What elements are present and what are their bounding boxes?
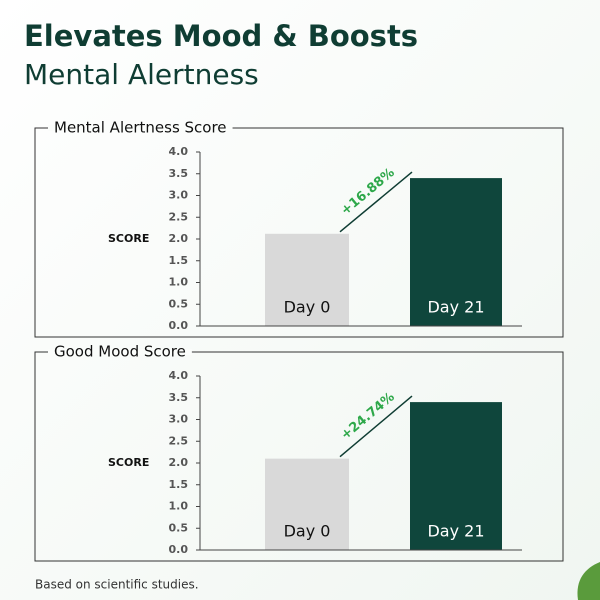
y-tick-label: 2.0 <box>169 232 189 245</box>
panel-frame <box>34 351 564 562</box>
page-title: Elevates Mood & Boosts <box>24 19 418 53</box>
y-tick-label: 2.0 <box>169 456 189 469</box>
panel-title: Mental Alertness Score <box>54 119 227 137</box>
y-tick-label: 4.0 <box>169 145 189 158</box>
y-tick-label: 1.5 <box>169 254 189 267</box>
bar <box>410 402 502 550</box>
change-line <box>339 171 413 233</box>
y-tick-label: 0.0 <box>169 543 189 556</box>
y-axis-label: SCORE <box>108 456 149 469</box>
y-tick-label: 0.5 <box>169 521 189 534</box>
y-tick-label: 1.0 <box>169 500 189 513</box>
y-tick-label: 1.5 <box>169 478 189 491</box>
y-tick-label: 4.0 <box>169 369 189 382</box>
y-tick-label: 2.5 <box>169 210 189 223</box>
panel-title: Good Mood Score <box>54 343 186 361</box>
y-tick-label: 3.0 <box>169 189 189 202</box>
panel-title-bg <box>48 125 233 131</box>
y-tick-label: 2.5 <box>169 434 189 447</box>
footnote: Based on scientific studies. <box>35 578 199 592</box>
bar <box>265 458 349 550</box>
bar-category-label: Day 0 <box>284 522 331 541</box>
bar <box>265 233 349 326</box>
y-tick-label: 3.5 <box>169 391 189 404</box>
y-axis-label: SCORE <box>108 232 149 245</box>
y-tick-label: 3.0 <box>169 413 189 426</box>
bar-category-label: Day 21 <box>427 522 484 541</box>
panel-title-bg <box>48 349 192 355</box>
leaf <box>577 562 600 600</box>
y-tick-label: 3.5 <box>169 167 189 180</box>
y-tick-label: 0.5 <box>169 297 189 310</box>
y-tick-label: 1.0 <box>169 276 189 289</box>
change-line <box>339 395 413 458</box>
bar <box>410 178 502 326</box>
bar-category-label: Day 0 <box>284 298 331 317</box>
page-subtitle: Mental Alertness <box>24 58 259 91</box>
bar-category-label: Day 21 <box>427 298 484 317</box>
y-tick-label: 0.0 <box>169 319 189 332</box>
panel-frame <box>34 127 564 338</box>
